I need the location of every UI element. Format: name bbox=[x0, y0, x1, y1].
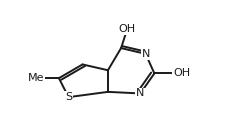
Text: S: S bbox=[65, 92, 72, 102]
Text: N: N bbox=[135, 89, 144, 99]
Text: Me: Me bbox=[28, 73, 44, 83]
Text: N: N bbox=[141, 49, 149, 59]
Text: OH: OH bbox=[172, 68, 189, 78]
Text: OH: OH bbox=[118, 24, 135, 34]
